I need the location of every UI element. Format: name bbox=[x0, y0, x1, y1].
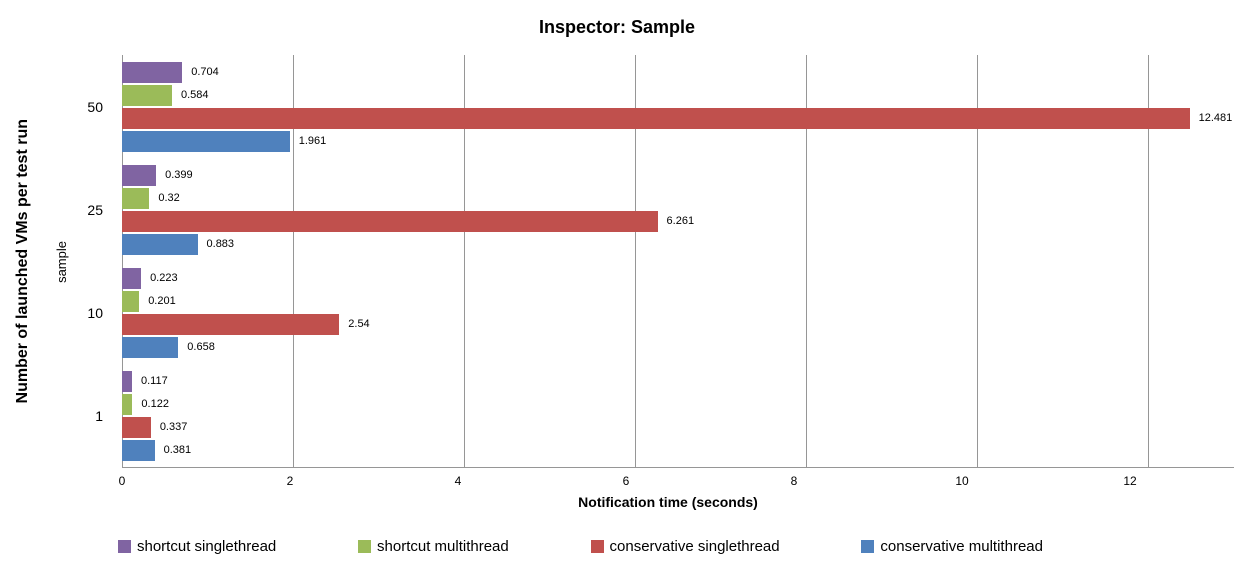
bar-value-label-conservative-singlethread-10: 2.54 bbox=[348, 318, 370, 330]
bar-value-label-shortcut-multithread-10: 0.201 bbox=[148, 295, 176, 307]
bar-shortcut-singlethread-10 bbox=[122, 267, 142, 289]
gridline-x-12 bbox=[1148, 55, 1150, 467]
bar-row: 0.201 bbox=[122, 290, 1234, 312]
bar-value-label-conservative-multithread-25: 0.883 bbox=[206, 238, 235, 250]
gridline-x-8 bbox=[806, 55, 808, 467]
gridline-x-10 bbox=[977, 55, 979, 467]
category-group-25: 0.399 0.32 6.261 0.883 bbox=[122, 158, 1234, 261]
x-tick-label-4: 4 bbox=[454, 474, 462, 488]
bar-conservative-singlethread-1 bbox=[122, 416, 151, 438]
category-label-10: 10 bbox=[87, 305, 103, 322]
x-tick-labels: 0 2 4 6 8 10 12 bbox=[118, 468, 1214, 494]
bar-conservative-singlethread-10 bbox=[122, 313, 340, 335]
category-label-1: 1 bbox=[95, 408, 103, 425]
bar-shortcut-singlethread-1 bbox=[122, 370, 132, 392]
bar-shortcut-multithread-1 bbox=[122, 393, 133, 415]
bar-conservative-multithread-10 bbox=[122, 336, 179, 358]
bar-value-label-conservative-multithread-50: 1.961 bbox=[298, 135, 327, 147]
x-tick-label-8: 8 bbox=[790, 474, 798, 488]
chart-body: Number of launched VMs per test run samp… bbox=[0, 55, 1234, 468]
bar-value-label-shortcut-singlethread-1: 0.117 bbox=[141, 375, 168, 387]
bar-value-label-shortcut-multithread-50: 0.584 bbox=[180, 89, 209, 101]
bar-conservative-multithread-1 bbox=[122, 439, 155, 461]
legend-label: shortcut multithread bbox=[377, 538, 509, 555]
bar-conservative-multithread-50 bbox=[122, 130, 290, 152]
category-group-1: 0.117 0.122 0.337 0.381 bbox=[122, 364, 1234, 467]
x-tick-label-10: 10 bbox=[955, 474, 969, 488]
legend-label: shortcut singlethread bbox=[137, 538, 277, 555]
gridline-x-0 bbox=[122, 55, 123, 467]
bar-value-label-shortcut-singlethread-25: 0.399 bbox=[165, 169, 193, 181]
legend-item-conservative-multithread: conservative multithread bbox=[861, 538, 1043, 555]
bar-row: 6.261 bbox=[122, 210, 1234, 232]
bar-value-label-shortcut-singlethread-10: 0.223 bbox=[150, 272, 178, 284]
legend-item-conservative-singlethread: conservative singlethread bbox=[590, 538, 780, 555]
bar-shortcut-singlethread-50 bbox=[122, 61, 183, 83]
bar-row: 0.223 bbox=[122, 267, 1234, 289]
category-axis-labels: 50 25 10 1 bbox=[76, 55, 103, 468]
bar-shortcut-singlethread-25 bbox=[122, 164, 157, 186]
legend-swatch-icon bbox=[358, 540, 372, 553]
x-tick-label-6: 6 bbox=[622, 474, 630, 488]
x-tick-label-0: 0 bbox=[118, 474, 126, 488]
bar-conservative-multithread-25 bbox=[122, 233, 198, 255]
bar-row: 1.961 bbox=[122, 130, 1234, 152]
bar-row: 0.32 bbox=[122, 187, 1234, 209]
bar-shortcut-multithread-10 bbox=[122, 290, 140, 312]
bar-row: 0.381 bbox=[122, 439, 1234, 461]
x-tick-label-12: 12 bbox=[1123, 474, 1137, 488]
x-axis-title: Notification time (seconds) bbox=[578, 494, 758, 510]
legend-swatch-icon bbox=[590, 540, 604, 553]
bar-row: 0.883 bbox=[122, 233, 1234, 255]
legend: shortcut singlethread shortcut multithrea… bbox=[118, 538, 1043, 555]
legend-swatch-icon bbox=[118, 540, 131, 553]
bar-value-label-conservative-singlethread-50: 12.481 bbox=[1198, 112, 1233, 124]
gridline-x-2 bbox=[293, 55, 295, 467]
bar-conservative-singlethread-50 bbox=[122, 107, 1190, 129]
legend-label: conservative multithread bbox=[880, 538, 1043, 555]
chart-title: Inspector: Sample bbox=[538, 17, 696, 37]
bar-shortcut-multithread-50 bbox=[122, 84, 172, 106]
bar-value-label-shortcut-multithread-25: 0.32 bbox=[158, 192, 180, 204]
bar-row: 0.584 bbox=[122, 84, 1234, 106]
category-group-10: 0.223 0.201 2.54 0.658 bbox=[122, 261, 1234, 364]
bar-shortcut-multithread-25 bbox=[122, 187, 150, 209]
bar-value-label-conservative-multithread-1: 0.381 bbox=[163, 444, 192, 456]
bar-value-label-shortcut-singlethread-50: 0.704 bbox=[191, 66, 219, 78]
bar-value-label-conservative-singlethread-25: 6.261 bbox=[666, 215, 695, 227]
category-label-50: 50 bbox=[87, 98, 103, 115]
bar-row: 12.481 bbox=[122, 107, 1234, 129]
legend-item-shortcut-singlethread: shortcut singlethread bbox=[118, 538, 276, 555]
bar-value-label-conservative-singlethread-1: 0.337 bbox=[159, 421, 188, 433]
category-label-25: 25 bbox=[87, 201, 103, 218]
bar-row: 0.704 bbox=[122, 61, 1234, 83]
gridline-x-4 bbox=[464, 55, 466, 467]
legend-swatch-icon bbox=[861, 540, 875, 553]
y-axis-title-outer: Number of launched VMs per test run bbox=[0, 55, 46, 468]
bar-row: 2.54 bbox=[122, 313, 1234, 335]
plot-area: 0.704 0.584 12.481 1.961 0.399 0.32 6.261 0.883… bbox=[122, 55, 1234, 468]
x-tick-label-2: 2 bbox=[286, 474, 294, 488]
gridline-x-6 bbox=[635, 55, 637, 467]
bar-row: 0.658 bbox=[122, 336, 1234, 358]
y-axis-title-inner-text: sample bbox=[53, 240, 69, 283]
legend-item-shortcut-multithread: shortcut multithread bbox=[358, 538, 509, 555]
legend-label: conservative singlethread bbox=[609, 538, 780, 555]
bar-value-label-shortcut-multithread-1: 0.122 bbox=[141, 398, 169, 410]
bar-row: 0.122 bbox=[122, 393, 1234, 415]
y-axis-title-inner: sample bbox=[46, 55, 76, 468]
bar-row: 0.337 bbox=[122, 416, 1234, 438]
category-group-50: 0.704 0.584 12.481 1.961 bbox=[122, 55, 1234, 158]
y-axis-title-outer-text: Number of launched VMs per test run bbox=[14, 119, 31, 404]
bar-conservative-singlethread-25 bbox=[122, 210, 658, 232]
bar-row: 0.399 bbox=[122, 164, 1234, 186]
bar-value-label-conservative-multithread-10: 0.658 bbox=[187, 341, 215, 353]
bar-row: 0.117 bbox=[122, 370, 1234, 392]
